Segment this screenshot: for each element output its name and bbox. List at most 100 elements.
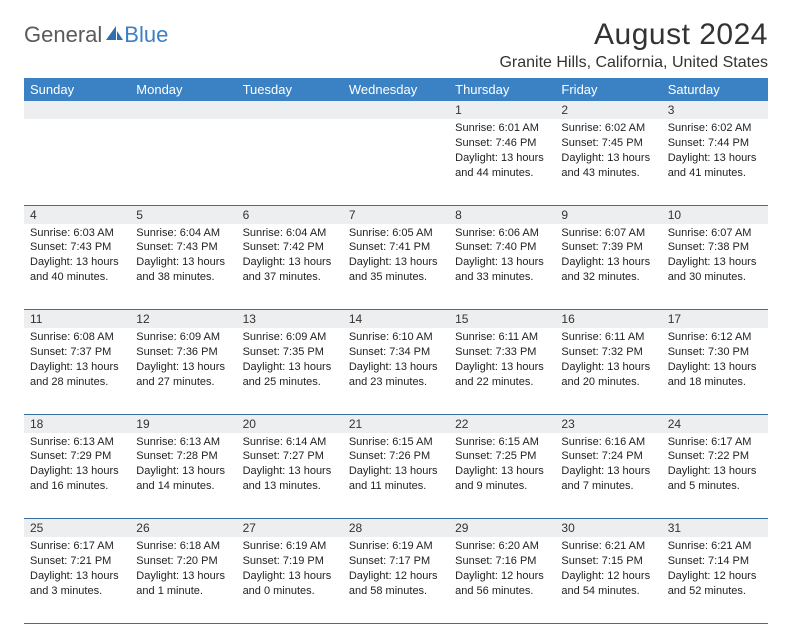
day-detail-cell: Sunrise: 6:04 AMSunset: 7:42 PMDaylight:… [237,224,343,310]
day-detail-cell: Sunrise: 6:17 AMSunset: 7:22 PMDaylight:… [662,433,768,519]
daylight-text: Daylight: 13 hours and 14 minutes. [136,464,230,494]
sunrise-text: Sunrise: 6:03 AM [30,226,124,241]
calendar-head: SundayMondayTuesdayWednesdayThursdayFrid… [24,78,768,101]
daylight-text: Daylight: 13 hours and 27 minutes. [136,360,230,390]
sunset-text: Sunset: 7:34 PM [349,345,443,360]
title-block: August 2024 Granite Hills, California, U… [499,18,768,72]
day-detail-cell [24,119,130,205]
day-number-cell: 18 [24,414,130,433]
day-number-cell: 1 [449,101,555,119]
day-detail-cell: Sunrise: 6:07 AMSunset: 7:38 PMDaylight:… [662,224,768,310]
sunrise-text: Sunrise: 6:21 AM [668,539,762,554]
day-detail-cell: Sunrise: 6:13 AMSunset: 7:28 PMDaylight:… [130,433,236,519]
sunrise-text: Sunrise: 6:17 AM [668,435,762,450]
day-detail-cell: Sunrise: 6:15 AMSunset: 7:26 PMDaylight:… [343,433,449,519]
day-detail-cell: Sunrise: 6:03 AMSunset: 7:43 PMDaylight:… [24,224,130,310]
day-detail-cell: Sunrise: 6:09 AMSunset: 7:35 PMDaylight:… [237,328,343,414]
day-number-cell: 24 [662,414,768,433]
sunset-text: Sunset: 7:42 PM [243,240,337,255]
weekday-header: Friday [555,78,661,101]
day-detail-cell [343,119,449,205]
day-number-cell: 27 [237,519,343,538]
daynum-row: 18192021222324 [24,414,768,433]
detail-row: Sunrise: 6:17 AMSunset: 7:21 PM Daylight:… [24,537,768,623]
day-number-cell [237,101,343,119]
daylight-text: Daylight: 13 hours and 11 minutes. [349,464,443,494]
detail-row: Sunrise: 6:01 AMSunset: 7:46 PMDaylight:… [24,119,768,205]
calendar-body: 123Sunrise: 6:01 AMSunset: 7:46 PMDaylig… [24,101,768,623]
sunset-text: Sunset: 7:45 PM [561,136,655,151]
daylight-text: Daylight: 13 hours and 32 minutes. [561,255,655,285]
day-detail-cell: Sunrise: 6:13 AMSunset: 7:29 PMDaylight:… [24,433,130,519]
day-number-cell: 16 [555,310,661,329]
day-number-cell [24,101,130,119]
daylight-text: Daylight: 13 hours and 37 minutes. [243,255,337,285]
sunset-text: Sunset: 7:21 PM [30,554,124,569]
sunset-text: Sunset: 7:22 PM [668,449,762,464]
day-number-cell: 7 [343,205,449,224]
day-number-cell: 14 [343,310,449,329]
daylight-text: Daylight: 13 hours and 33 minutes. [455,255,549,285]
weekday-header: Wednesday [343,78,449,101]
daylight-text: Daylight: 13 hours and 25 minutes. [243,360,337,390]
sunrise-text: Sunrise: 6:17 AM [30,539,124,554]
day-number-cell: 20 [237,414,343,433]
day-detail-cell: Sunrise: 6:19 AMSunset: 7:19 PMDaylight:… [237,537,343,623]
weekday-header: Tuesday [237,78,343,101]
sunset-text: Sunset: 7:27 PM [243,449,337,464]
sunset-text: Sunset: 7:29 PM [30,449,124,464]
day-detail-cell: Sunrise: 6:12 AMSunset: 7:30 PMDaylight:… [662,328,768,414]
day-detail-cell: Sunrise: 6:07 AMSunset: 7:39 PMDaylight:… [555,224,661,310]
day-number-cell [130,101,236,119]
day-detail-cell: Sunrise: 6:19 AMSunset: 7:17 PMDaylight:… [343,537,449,623]
day-number-cell [343,101,449,119]
day-number-cell: 19 [130,414,236,433]
daylight-text: Daylight: 13 hours and 7 minutes. [561,464,655,494]
header: General Blue August 2024 Granite Hills, … [24,18,768,72]
sunset-text: Sunset: 7:36 PM [136,345,230,360]
sunset-text: Sunset: 7:14 PM [668,554,762,569]
day-number-cell: 22 [449,414,555,433]
sunset-text: Sunset: 7:43 PM [136,240,230,255]
weekday-header: Thursday [449,78,555,101]
sunset-text: Sunset: 7:30 PM [668,345,762,360]
sunset-text: Sunset: 7:40 PM [455,240,549,255]
sunrise-text: Sunrise: 6:21 AM [561,539,655,554]
sunset-text: Sunset: 7:28 PM [136,449,230,464]
day-detail-cell: Sunrise: 6:21 AMSunset: 7:14 PMDaylight:… [662,537,768,623]
sunset-text: Sunset: 7:15 PM [561,554,655,569]
sunrise-text: Sunrise: 6:19 AM [349,539,443,554]
sunrise-text: Sunrise: 6:07 AM [668,226,762,241]
day-number-cell: 6 [237,205,343,224]
daylight-text: Daylight: 13 hours and 35 minutes. [349,255,443,285]
sunrise-text: Sunrise: 6:09 AM [136,330,230,345]
logo-text-blue: Blue [124,22,168,48]
daylight-text: Daylight: 13 hours and 13 minutes. [243,464,337,494]
day-detail-cell [130,119,236,205]
sunrise-text: Sunrise: 6:07 AM [561,226,655,241]
daylight-text: Daylight: 13 hours and 22 minutes. [455,360,549,390]
sunrise-text: Sunrise: 6:18 AM [136,539,230,554]
location-text: Granite Hills, California, United States [499,54,768,72]
sunrise-text: Sunrise: 6:09 AM [243,330,337,345]
day-number-cell: 26 [130,519,236,538]
sunset-text: Sunset: 7:17 PM [349,554,443,569]
sunset-text: Sunset: 7:19 PM [243,554,337,569]
calendar-page: General Blue August 2024 Granite Hills, … [0,0,792,634]
sunset-text: Sunset: 7:16 PM [455,554,549,569]
day-detail-cell: Sunrise: 6:04 AMSunset: 7:43 PMDaylight:… [130,224,236,310]
sunrise-text: Sunrise: 6:01 AM [455,121,549,136]
day-number-cell: 12 [130,310,236,329]
day-number-cell: 5 [130,205,236,224]
sunrise-text: Sunrise: 6:20 AM [455,539,549,554]
weekday-header: Sunday [24,78,130,101]
day-detail-cell: Sunrise: 6:11 AMSunset: 7:32 PMDaylight:… [555,328,661,414]
day-detail-cell: Sunrise: 6:06 AMSunset: 7:40 PMDaylight:… [449,224,555,310]
sunset-text: Sunset: 7:39 PM [561,240,655,255]
sunset-text: Sunset: 7:43 PM [30,240,124,255]
sunrise-text: Sunrise: 6:04 AM [243,226,337,241]
daylight-text: Daylight: 13 hours and 1 minute. [136,569,230,599]
day-detail-cell: Sunrise: 6:11 AMSunset: 7:33 PMDaylight:… [449,328,555,414]
daylight-text: Daylight: 13 hours and 30 minutes. [668,255,762,285]
daylight-text: Daylight: 13 hours and 16 minutes. [30,464,124,494]
